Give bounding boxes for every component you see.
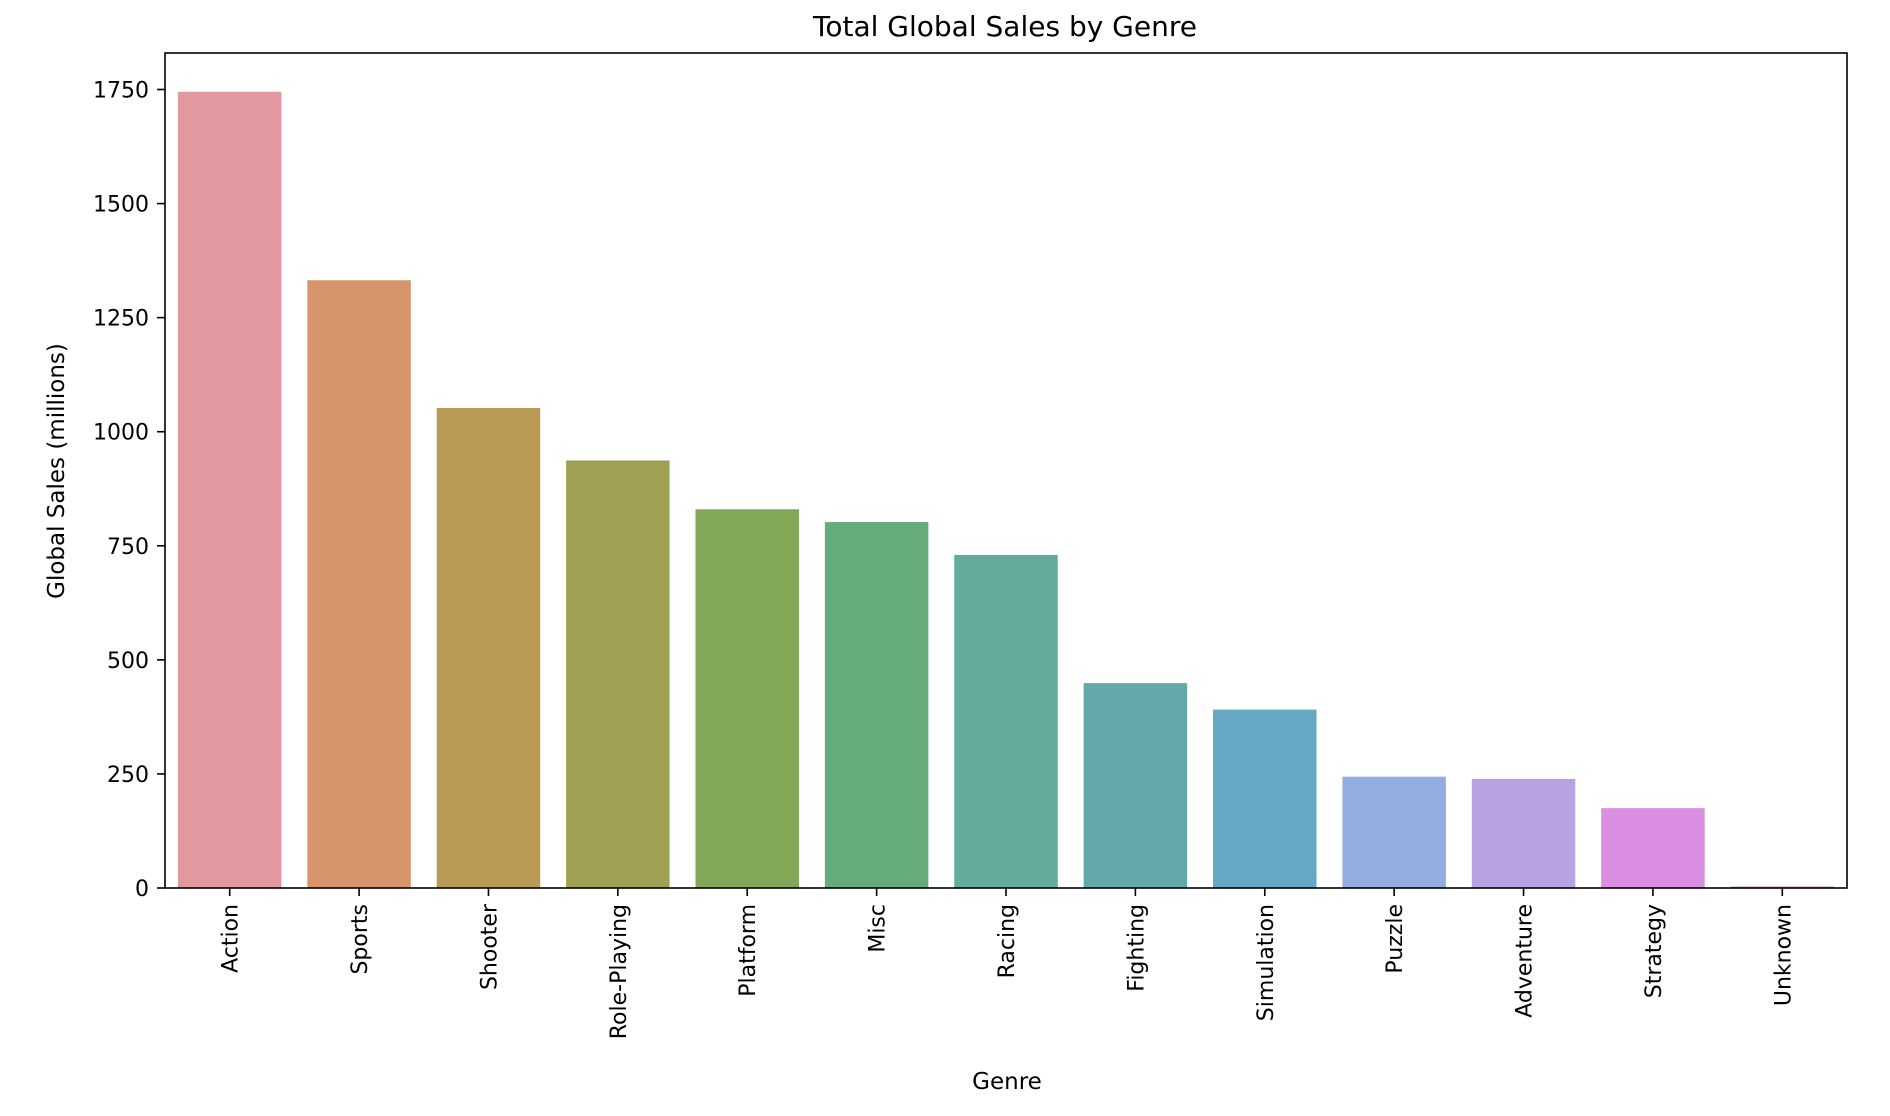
y-tick-label: 1750 [93, 79, 149, 104]
x-tick-label: Fighting [1124, 904, 1149, 992]
x-tick-label: Misc [866, 904, 891, 953]
bar-adventure [1471, 778, 1576, 888]
y-tick-label: 1000 [93, 421, 149, 446]
y-tick-label: 1250 [93, 307, 149, 332]
bar-action [177, 91, 282, 888]
plot-frame [164, 52, 1848, 889]
bar-role-playing [566, 460, 670, 888]
x-tick-label: Action [219, 904, 244, 973]
x-tick-label: Simulation [1254, 904, 1279, 1021]
bar-shooter [436, 407, 541, 888]
y-axis-label: Global Sales (millions) [44, 343, 70, 599]
bar-racing [954, 554, 1058, 888]
bar-fighting [1083, 683, 1188, 888]
bar-series [177, 91, 1835, 889]
x-tick-label: Racing [995, 904, 1020, 978]
bar-simulation [1213, 709, 1317, 888]
chart-title: Total Global Sales by Genre [812, 10, 1197, 43]
bar-sports [307, 280, 411, 889]
x-tick-label: Sports [348, 904, 373, 975]
y-tick-label: 0 [135, 877, 149, 902]
x-tick-label: Shooter [477, 903, 502, 990]
y-tick-label: 500 [107, 649, 149, 674]
x-tick-label: Strategy [1642, 904, 1667, 998]
x-tick-label: Unknown [1771, 904, 1796, 1006]
x-tick-label: Adventure [1513, 904, 1538, 1018]
y-tick-label: 250 [107, 763, 149, 788]
x-tick-label: Role-Playing [607, 904, 632, 1039]
x-tick-label: Platform [736, 904, 761, 997]
x-tick-label: Puzzle [1383, 904, 1408, 974]
bar-strategy [1601, 808, 1705, 888]
y-tick-label: 1500 [93, 193, 149, 218]
y-axis: 0 250 500 750 1000 1250 1500 1750 [93, 79, 165, 902]
bar-misc [824, 522, 929, 888]
y-tick-label: 750 [107, 535, 149, 560]
bar-puzzle [1342, 776, 1446, 888]
x-axis-label: Genre [972, 1069, 1042, 1095]
bar-platform [695, 509, 799, 888]
x-axis: Action Sports Shooter Role-Playing Platform M… [219, 888, 1796, 1039]
